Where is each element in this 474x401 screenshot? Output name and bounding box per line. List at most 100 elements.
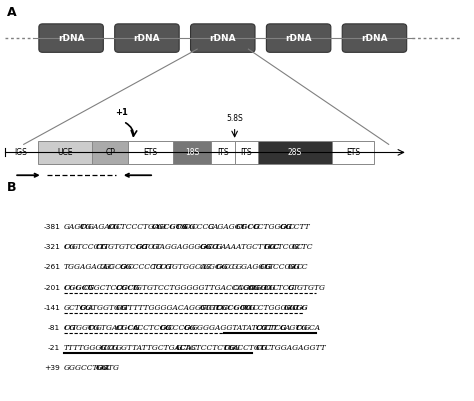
Text: GG: GG (288, 263, 301, 271)
Text: GGCC: GGCC (104, 263, 128, 271)
Text: TTTTTGGGGACAGGTGTCC: TTTTTGGGGACAGGTGTCC (124, 304, 229, 312)
Text: ATG: ATG (104, 364, 120, 372)
Text: CG: CG (88, 324, 100, 332)
FancyBboxPatch shape (266, 24, 331, 52)
FancyBboxPatch shape (173, 141, 211, 164)
Text: CP: CP (105, 148, 115, 157)
Text: CG: CG (96, 243, 109, 251)
Text: GG: GG (200, 243, 213, 251)
Text: GGGCCTCC: GGGCCTCC (64, 364, 110, 372)
Text: AAAATGCTTCC: AAAATGCTTCC (220, 243, 280, 251)
Text: rDNA: rDNA (361, 34, 388, 43)
Text: rDNA: rDNA (210, 34, 236, 43)
Text: -21: -21 (48, 345, 60, 351)
Text: AGAGGT: AGAGGT (212, 223, 246, 231)
FancyBboxPatch shape (191, 24, 255, 52)
FancyBboxPatch shape (235, 141, 258, 164)
Text: ACCTGT: ACCTGT (232, 344, 265, 352)
Text: GGAGGG: GGAGGG (236, 263, 272, 271)
Text: GG: GG (96, 364, 109, 372)
Text: -81: -81 (48, 325, 60, 331)
Text: CGCGCG: CGCGCG (216, 304, 253, 312)
Text: CG: CG (64, 324, 76, 332)
Text: CGCGCG: CGCGCG (152, 223, 189, 231)
Text: TGTGGCAC: TGTGGCAC (168, 263, 213, 271)
Text: GG: GG (280, 223, 293, 231)
Text: CG: CG (64, 243, 76, 251)
Text: G: G (176, 344, 182, 352)
Text: CG: CG (260, 263, 273, 271)
Text: AGT: AGT (284, 324, 301, 332)
Text: rDNA: rDNA (134, 34, 160, 43)
Text: CG: CG (108, 223, 120, 231)
Text: GGC: GGC (204, 263, 222, 271)
Text: CG: CG (244, 304, 256, 312)
Text: G: G (216, 243, 223, 251)
Text: ACCTCCC: ACCTCCC (132, 324, 171, 332)
Text: -141: -141 (43, 305, 60, 311)
Text: TGGAGACAC: TGGAGACAC (64, 263, 115, 271)
Text: CC: CC (224, 263, 236, 271)
Text: CGCG: CGCG (116, 284, 141, 292)
Text: CC: CC (208, 243, 219, 251)
Text: IGS: IGS (14, 148, 27, 157)
Text: CTCCCTGAG: CTCCCTGAG (116, 223, 166, 231)
Text: G: G (232, 263, 238, 271)
FancyBboxPatch shape (332, 141, 374, 164)
Text: G: G (200, 304, 207, 312)
Text: CTCCC: CTCCC (272, 243, 300, 251)
FancyBboxPatch shape (92, 141, 128, 164)
Text: ITS: ITS (241, 148, 252, 157)
Text: +39: +39 (45, 365, 60, 371)
Text: rDNA: rDNA (58, 34, 84, 43)
Text: G: G (280, 324, 287, 332)
Text: CTGCTCCC: CTGCTCCC (84, 284, 129, 292)
Text: CCCC: CCCC (192, 223, 215, 231)
Text: G: G (208, 223, 214, 231)
Text: -261: -261 (43, 264, 60, 270)
Text: CCTT: CCTT (288, 223, 310, 231)
Text: B: B (7, 181, 17, 194)
Text: CTGTCCTCTGG: CTGTCCTCTGG (180, 344, 241, 352)
Text: -201: -201 (43, 285, 60, 291)
Text: GTCCCT: GTCCCT (72, 243, 105, 251)
Text: ETS: ETS (346, 148, 360, 157)
Text: TGTGTCCC: TGTGTCCC (104, 243, 148, 251)
Text: +1: +1 (115, 109, 128, 117)
Text: TGGT: TGGT (72, 324, 94, 332)
Text: CTCC: CTCC (272, 284, 294, 292)
Text: GG: GG (120, 263, 133, 271)
Text: 18S: 18S (185, 148, 199, 157)
Text: CG: CG (80, 223, 92, 231)
Text: CG: CG (160, 263, 173, 271)
Text: GTGAC: GTGAC (96, 324, 124, 332)
Text: CCCCCC: CCCCCC (128, 263, 163, 271)
Text: CG: CG (264, 284, 277, 292)
Text: CGCG: CGCG (116, 324, 141, 332)
Text: CCTGGGCC: CCTGGGCC (252, 304, 298, 312)
Text: GAGT: GAGT (64, 223, 86, 231)
FancyBboxPatch shape (258, 141, 332, 164)
Text: GG: GG (136, 243, 149, 251)
Text: TGTGTG: TGTGTG (292, 284, 325, 292)
Text: CG: CG (256, 324, 269, 332)
Text: rDNA: rDNA (285, 34, 312, 43)
Text: UCE: UCE (57, 148, 73, 157)
Text: GG: GG (216, 263, 229, 271)
Text: CTGGAGAGGTT: CTGGAGAGGTT (264, 344, 326, 352)
Text: TTTTGGGCC: TTTTGGGCC (64, 344, 114, 352)
Text: G: G (100, 344, 106, 352)
Text: T: T (240, 304, 245, 312)
Text: 5.8S: 5.8S (226, 114, 243, 123)
Text: CGCG: CGCG (236, 223, 261, 231)
Text: -321: -321 (43, 244, 60, 249)
Text: GGTTATTGCTGACAC: GGTTATTGCTGACAC (116, 344, 198, 352)
Text: CC: CC (296, 263, 308, 271)
Text: GG: GG (184, 324, 197, 332)
Text: CTCC: CTCC (264, 324, 286, 332)
Text: C: C (292, 304, 298, 312)
Text: CCCC: CCCC (168, 324, 191, 332)
Text: G: G (200, 263, 206, 271)
FancyBboxPatch shape (115, 24, 179, 52)
Text: 28S: 28S (288, 148, 302, 157)
